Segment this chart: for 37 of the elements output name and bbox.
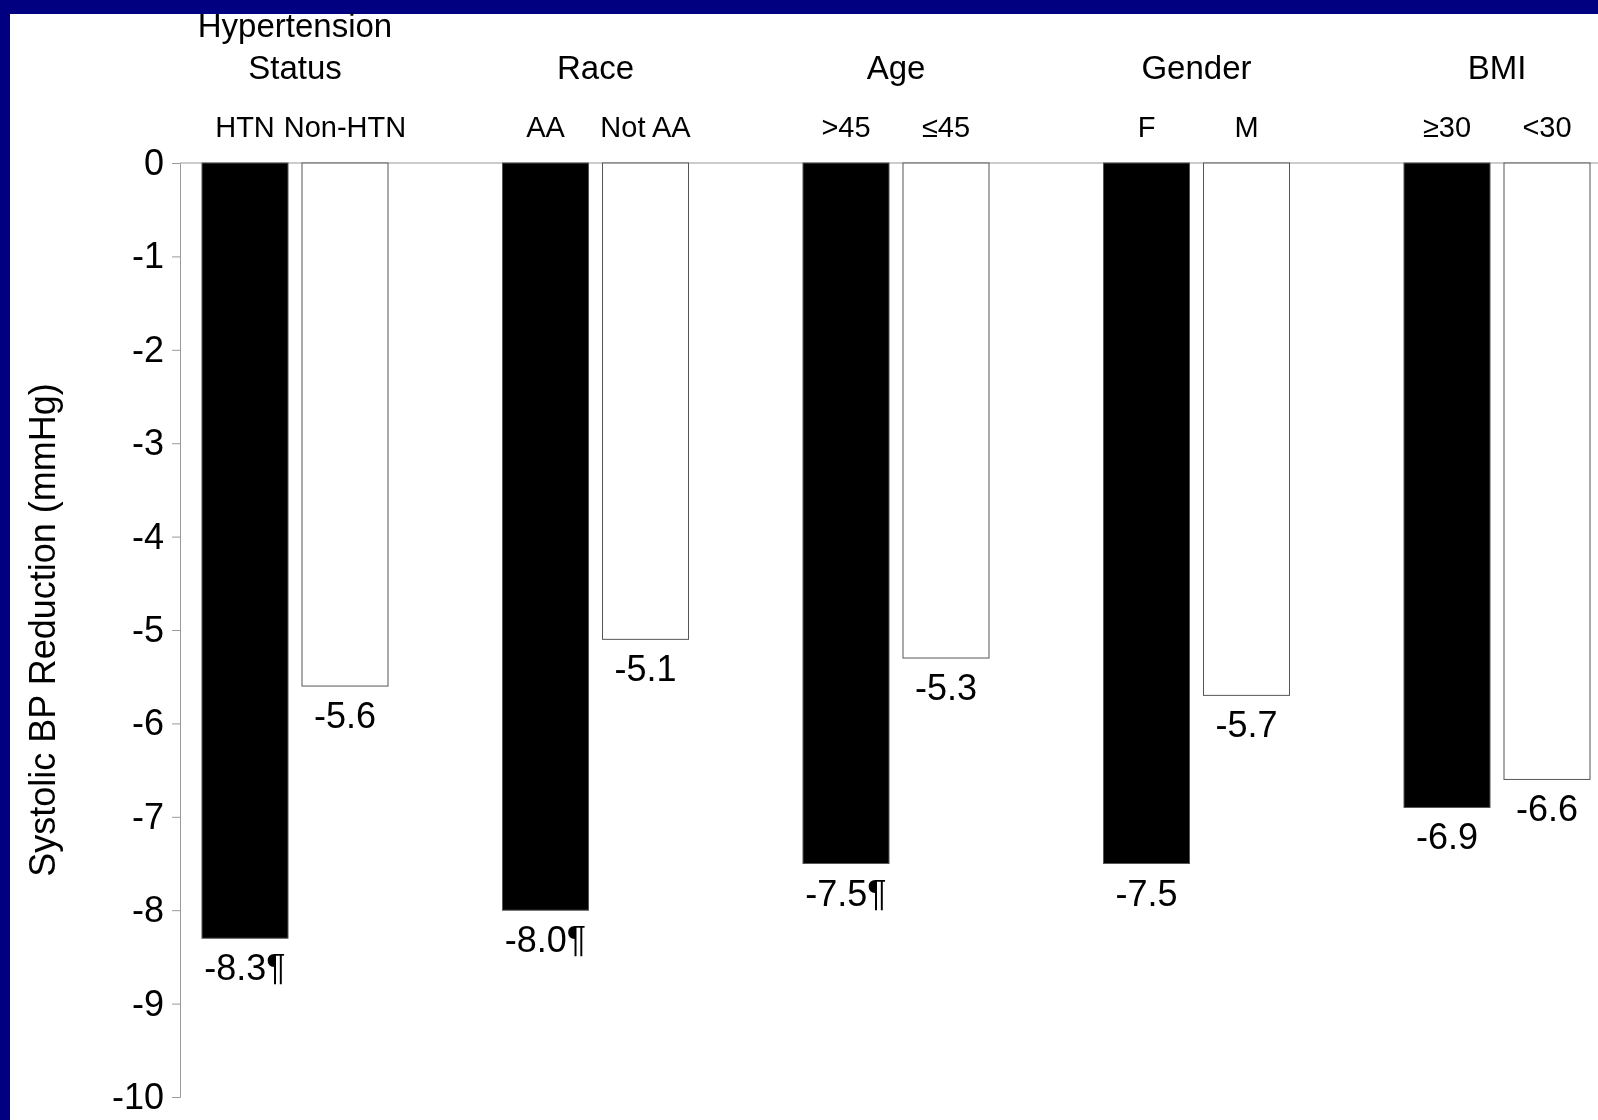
data-label: -5.7 — [1215, 704, 1278, 746]
data-label: -8.3¶ — [204, 947, 286, 989]
data-label: -5.1 — [614, 648, 677, 690]
y-tick-label: -7 — [131, 795, 164, 837]
x-tick-label: >45 — [821, 111, 871, 143]
data-label: -5.3 — [914, 667, 978, 709]
y-tick-label: -10 — [111, 1076, 164, 1118]
y-tick-label: -2 — [131, 328, 164, 370]
y-tick-label: -5 — [131, 609, 164, 651]
data-label: -7.5 — [1115, 872, 1178, 914]
data-label: -6.6 — [1515, 788, 1579, 830]
text: Age — [866, 49, 926, 86]
x-tick-label: <30 — [1522, 111, 1572, 143]
text: Hypertension Status — [197, 7, 393, 86]
x-tick-label: AA — [526, 111, 566, 143]
y-tick-label: -3 — [131, 422, 164, 464]
text: Race — [556, 49, 635, 86]
y-tick-label: -1 — [131, 235, 164, 277]
y-tick-label: 0 — [143, 142, 164, 184]
y-tick-label: -4 — [131, 515, 164, 557]
y-tick-label: -6 — [131, 702, 164, 744]
data-label: -8.0¶ — [504, 919, 587, 961]
x-tick-label: M — [1234, 111, 1259, 143]
data-label: -6.9 — [1415, 816, 1479, 858]
y-axis-title: Systolic BP Reduction (mmHg) — [22, 383, 63, 877]
x-tick-label: Not AA — [600, 111, 692, 143]
data-label: -5.6 — [313, 695, 377, 737]
x-tick-label: HTN — [215, 111, 275, 143]
x-tick-label: Non-HTN — [283, 111, 407, 143]
data-label: -7.5¶ — [805, 872, 887, 914]
x-tick-label: ≥30 — [1422, 111, 1472, 143]
text: BMI — [1467, 49, 1527, 86]
text: Gender — [1141, 49, 1252, 86]
x-tick-label: F — [1137, 111, 1156, 143]
y-tick-label: -8 — [131, 889, 164, 931]
y-tick-label: -9 — [131, 982, 164, 1024]
x-tick-label: ≤45 — [921, 111, 971, 143]
